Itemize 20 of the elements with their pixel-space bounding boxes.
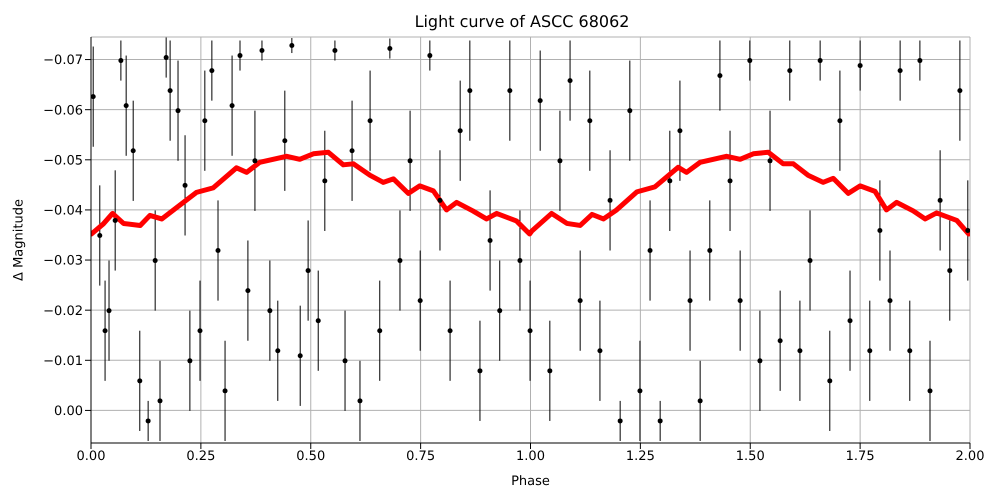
y-tick-label: −0.07: [43, 53, 83, 68]
x-tick-label: 1.75: [846, 449, 875, 464]
x-axis-title: Phase: [511, 474, 550, 489]
y-tick-label: −0.01: [43, 354, 83, 369]
x-tick-label: 0.75: [406, 449, 436, 464]
x-tick-label: 0.00: [76, 449, 106, 464]
y-tick-label: −0.05: [43, 153, 83, 168]
y-tick-label: −0.06: [43, 103, 83, 118]
x-tick-label: 0.25: [186, 449, 216, 464]
chart-title: Light curve of ASCC 68062: [414, 11, 630, 33]
x-tick-label: 1.00: [516, 449, 545, 464]
y-tick-label: −0.03: [43, 254, 83, 269]
x-tick-label: 1.50: [736, 449, 765, 464]
y-axis-title: Δ Magnitude: [12, 199, 27, 281]
x-tick-label: 1.25: [626, 449, 655, 464]
y-tick-label: −0.02: [43, 304, 83, 319]
y-tick-label: −0.04: [43, 204, 83, 219]
y-tick-label: 0.00: [54, 404, 83, 420]
x-tick-label: 2.00: [956, 449, 984, 464]
x-tick-label: 0.50: [296, 449, 326, 464]
